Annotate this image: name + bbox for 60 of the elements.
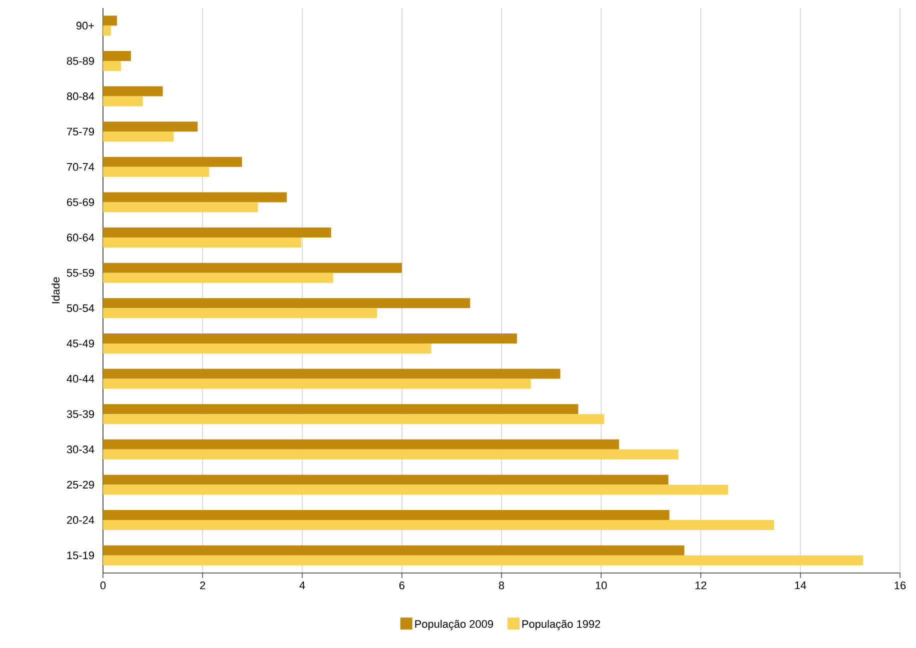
x-tick-label: 10	[596, 582, 607, 590]
bar	[103, 368, 560, 379]
y-tick-label: 25-29	[67, 480, 94, 489]
bar	[103, 298, 470, 308]
y-tick-label: 40-44	[66, 374, 94, 383]
y-tick-label: 35-39	[66, 410, 94, 418]
bar	[103, 262, 402, 273]
bar	[103, 555, 864, 566]
legend-label: População 2009	[415, 620, 493, 630]
bar	[103, 449, 678, 460]
y-axis-title: Idade	[52, 277, 60, 304]
bar	[103, 510, 670, 520]
bar	[103, 96, 143, 106]
x-tick-label: 0	[100, 582, 106, 590]
y-tick-label: 85-89	[66, 57, 94, 65]
bar	[103, 26, 111, 36]
y-tick-label: 60-64	[67, 234, 94, 242]
bar	[103, 238, 302, 248]
y-tick-label: 50-54	[66, 304, 94, 312]
bar	[103, 308, 377, 318]
bar	[103, 16, 117, 26]
bar	[103, 474, 668, 485]
bar	[103, 272, 334, 283]
x-tick-label: 4	[299, 582, 305, 590]
bar	[103, 86, 163, 96]
x-tick-label: 8	[498, 582, 504, 590]
bar	[103, 192, 287, 202]
y-tick-label: 45-49	[66, 340, 94, 348]
y-tick-label: 15-19	[67, 551, 94, 560]
bar	[103, 50, 131, 61]
bar	[103, 132, 174, 142]
y-tick-label: 90+	[76, 22, 94, 30]
bar	[103, 343, 432, 354]
bar	[103, 378, 531, 389]
bar	[103, 545, 684, 556]
bar	[103, 404, 578, 414]
x-tick-label: 16	[894, 582, 906, 590]
bar	[103, 520, 774, 530]
y-tick-label: 80-84	[66, 92, 94, 100]
y-tick-label: 75-79	[67, 128, 94, 136]
bar	[103, 156, 242, 167]
x-tick-label: 12	[695, 582, 706, 590]
legend-label: População 1992	[522, 620, 600, 630]
bar	[103, 60, 121, 71]
y-tick-label: 20-24	[67, 516, 94, 524]
y-tick-label: 30-34	[66, 446, 94, 454]
y-tick-label: 65-69	[67, 198, 94, 206]
bar	[103, 414, 604, 424]
bar	[103, 333, 517, 344]
bar	[103, 439, 620, 450]
bar	[103, 484, 728, 495]
y-tick-label: 70-74	[67, 163, 94, 171]
bar	[103, 122, 198, 132]
bar	[103, 202, 258, 212]
bar	[103, 228, 332, 238]
x-tick-label: 2	[200, 582, 206, 590]
x-tick-label: 6	[399, 582, 404, 590]
x-tick-label: 14	[795, 582, 806, 590]
y-tick-label: 55-59	[66, 268, 94, 277]
bar	[103, 166, 210, 177]
